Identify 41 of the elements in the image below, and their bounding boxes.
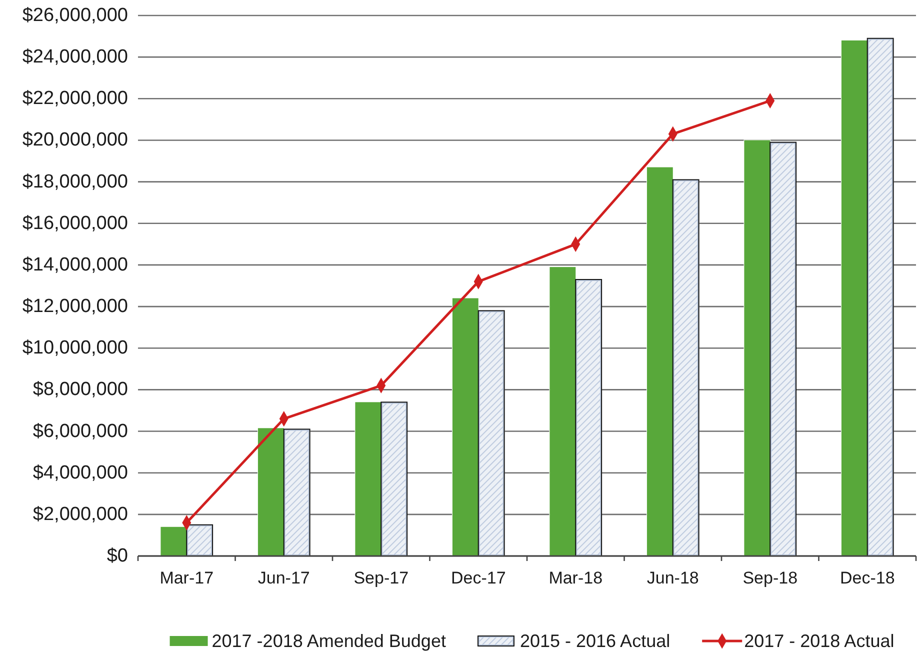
y-tick-label: $26,000,000 <box>22 5 128 26</box>
y-tick-label: $6,000,000 <box>32 420 128 442</box>
bar <box>283 428 310 556</box>
bar <box>646 167 673 556</box>
y-tick-label: $20,000,000 <box>22 130 128 151</box>
x-tick-label: Dec-18 <box>840 568 895 588</box>
bar <box>186 524 214 556</box>
bar <box>452 298 478 556</box>
bar <box>160 526 187 556</box>
y-tick-label: $18,000,000 <box>22 171 128 192</box>
bar <box>380 402 408 556</box>
y-tick-label: $10,000,000 <box>22 338 128 359</box>
bar <box>575 279 602 556</box>
x-tick-label: Dec-17 <box>450 568 506 588</box>
bar <box>841 40 868 556</box>
bar <box>478 310 505 556</box>
bar <box>355 402 382 556</box>
y-tick-label: $14,000,000 <box>22 254 128 276</box>
bar <box>672 179 700 556</box>
legend-label: 2017 -2018 Amended Budget <box>212 631 446 651</box>
x-tick-label: Jun-17 <box>258 568 310 588</box>
y-tick-label: $12,000,000 <box>22 296 128 318</box>
x-tick-label: Sep-17 <box>354 568 409 588</box>
y-tick-label: $22,000,000 <box>22 88 128 110</box>
y-tick-label: $2,000,000 <box>32 504 128 525</box>
x-tick-label: Jun-18 <box>646 568 699 588</box>
x-tick-label: Mar-18 <box>548 568 603 588</box>
bar <box>866 38 894 556</box>
y-tick-label: $16,000,000 <box>22 212 128 234</box>
y-tick-label: $4,000,000 <box>32 462 128 484</box>
bar <box>770 142 797 556</box>
bar <box>744 140 770 556</box>
x-tick-label: Sep-18 <box>742 568 798 588</box>
legend-label: 2015 - 2016 Actual <box>520 631 670 651</box>
y-tick-label: $0 <box>106 546 128 566</box>
bar <box>550 267 576 556</box>
x-tick-label: Mar-17 <box>160 568 214 588</box>
legend-label: 2017 - 2018 Actual <box>744 631 894 651</box>
bar <box>258 428 284 556</box>
y-tick-label: $24,000,000 <box>22 46 128 68</box>
y-tick-label: $8,000,000 <box>32 379 128 400</box>
